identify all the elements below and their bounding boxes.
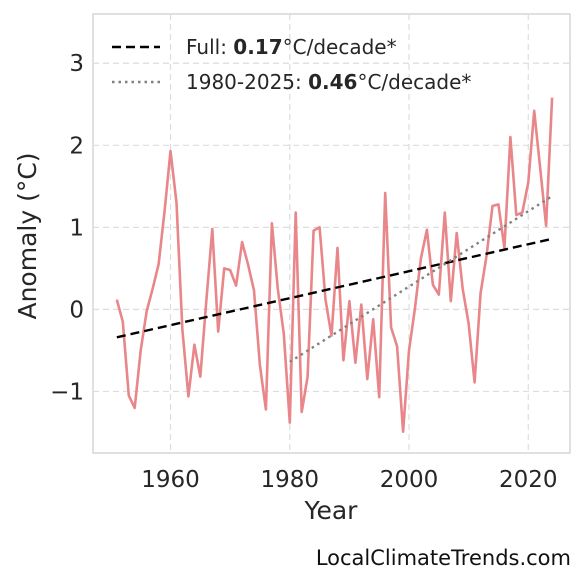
y-tick-label: 0 xyxy=(69,297,84,323)
x-tick-label: 2000 xyxy=(380,467,439,493)
legend: Full: 0.17°C/decade* 1980-2025: 0.46°C/d… xyxy=(112,35,471,94)
x-tick-label: 1980 xyxy=(260,467,319,493)
y-tick-label: 1 xyxy=(69,215,84,241)
y-tick-label: 3 xyxy=(69,51,84,77)
tick-labels: 1960 1980 2000 2020 −1 0 1 2 3 xyxy=(50,51,557,493)
site-watermark: LocalClimateTrends.com xyxy=(315,546,571,570)
y-tick-label: −1 xyxy=(50,379,84,405)
legend-label-recent: 1980-2025: 0.46°C/decade* xyxy=(186,70,471,94)
legend-label-full: Full: 0.17°C/decade* xyxy=(186,35,397,59)
x-tick-label: 2020 xyxy=(499,467,558,493)
y-axis-label: Anomaly (°C) xyxy=(13,152,42,319)
series-group xyxy=(115,97,554,434)
y-tick-label: 2 xyxy=(69,133,84,159)
x-axis-label: Year xyxy=(304,496,359,525)
anomaly-series-line xyxy=(115,97,554,434)
full-trend-line xyxy=(116,237,553,339)
x-tick-label: 1960 xyxy=(141,467,200,493)
